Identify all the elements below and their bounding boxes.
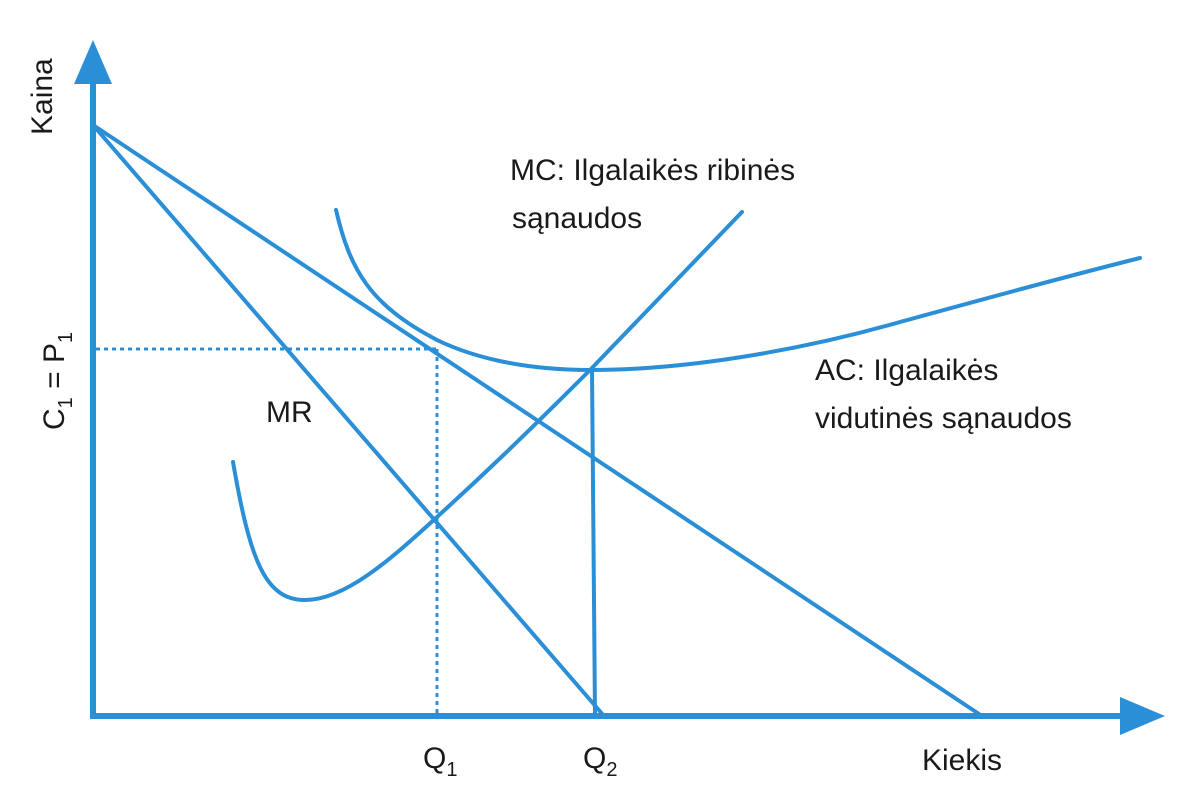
mc-curve <box>231 210 744 603</box>
q1-label: Q1 <box>423 742 457 781</box>
q2-vertical-line <box>590 368 597 718</box>
price-label-p-sub: 1 <box>55 332 77 343</box>
svg-text:C1 = P1: C1 = P1 <box>38 332 77 430</box>
q2-label: Q2 <box>583 742 617 781</box>
y-axis-arrow <box>74 40 112 84</box>
mc-label-line2: sąnaudos <box>512 202 642 235</box>
mr-line <box>91 123 606 718</box>
x-axis-label: Kiekis <box>922 744 1002 777</box>
curves <box>91 123 1142 718</box>
guide-lines <box>96 347 439 714</box>
q2-sub: 2 <box>606 759 617 781</box>
price-label: C1 = P1 <box>38 332 77 430</box>
axes <box>74 40 1165 735</box>
price-label-c: C <box>38 408 71 430</box>
price-label-equals: = <box>38 363 71 397</box>
price-label-p: P <box>38 343 71 363</box>
mr-label: MR <box>266 396 313 429</box>
q1-letter: Q <box>423 742 446 775</box>
price-label-c-sub: 1 <box>55 397 77 408</box>
q1-sub: 1 <box>446 759 457 781</box>
ac-curve <box>334 208 1142 373</box>
y-axis-label: Kaina <box>26 58 59 135</box>
labels: Kaina C1 = P1 Q1 Q2 Kiekis MR MC: Ilgala… <box>26 58 1072 781</box>
ac-label-line1: AC: Ilgalaikės <box>815 354 998 387</box>
ac-label-line2: vidutinės sąnaudos <box>815 402 1072 435</box>
mc-label-line1: MC: Ilgalaikės ribinės <box>510 154 795 187</box>
x-axis-arrow <box>1120 697 1165 735</box>
q2-letter: Q <box>583 742 606 775</box>
